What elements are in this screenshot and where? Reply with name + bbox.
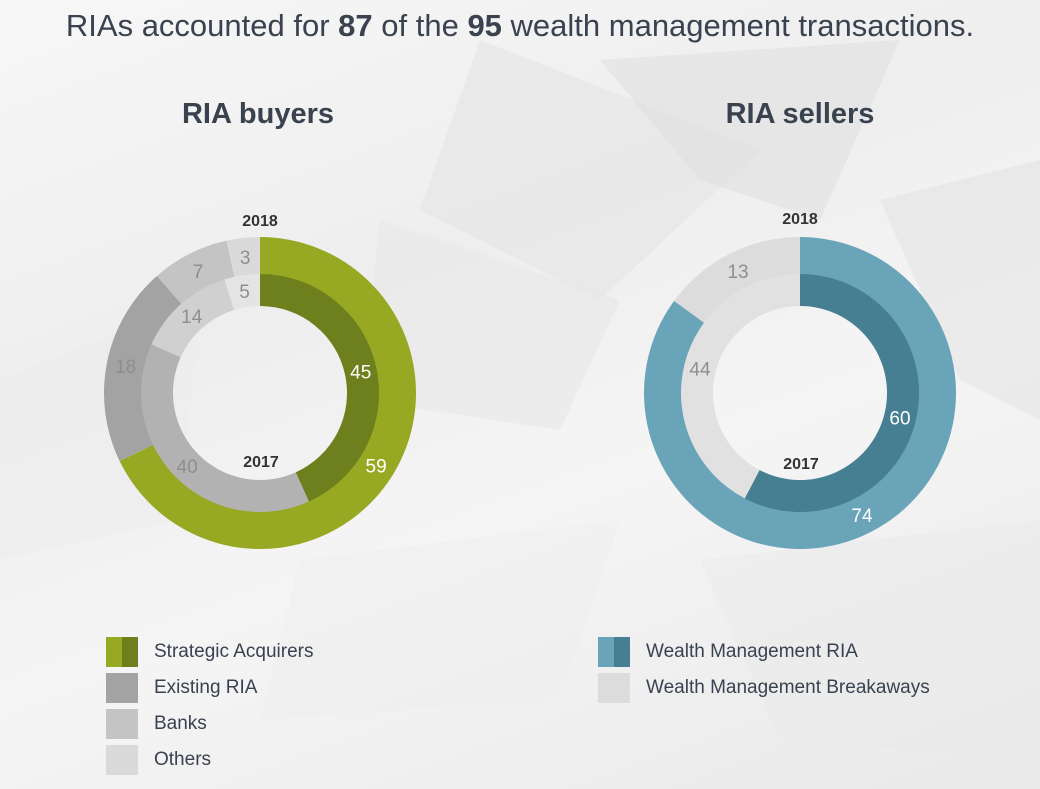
- legend-label: Wealth Management RIA: [646, 641, 858, 662]
- legend-item-sellers-1: Wealth Management Breakaways: [598, 673, 978, 703]
- buyers-2018-value-2: 7: [193, 262, 204, 283]
- buyers-outer-ring-year: 2018: [242, 213, 278, 230]
- chart-title-buyers: RIA buyers: [181, 98, 335, 130]
- sellers-2017-value-0: 60: [889, 409, 910, 430]
- sellers-2018-value-0: 74: [851, 506, 873, 527]
- legend-swatch: [106, 673, 138, 703]
- legend-swatch: [598, 673, 630, 703]
- legend-swatch: [106, 709, 138, 739]
- legend-item-buyers-0: Strategic Acquirers: [106, 637, 486, 667]
- legend-item-buyers-2: Banks: [106, 709, 486, 739]
- sellers-2017-slice-0: [744, 274, 919, 512]
- headline: RIAs accounted for 87 of the 95 wealth m…: [65, 8, 975, 43]
- legend-item-buyers-3: Others: [106, 745, 486, 775]
- buyers-2018-slice-1: [104, 275, 182, 462]
- buyers-2018-value-0: 59: [366, 457, 387, 478]
- buyers-2018-slice-2: [156, 240, 235, 305]
- legend-label: Existing RIA: [154, 677, 258, 698]
- legend-swatch: [598, 637, 630, 667]
- buyers-2017-slice-1: [140, 344, 309, 513]
- headline-count-total: 95: [467, 8, 502, 43]
- legend-label: Strategic Acquirers: [154, 641, 314, 662]
- legend-label: Others: [154, 749, 212, 770]
- buyers-2018-value-3: 3: [240, 248, 251, 269]
- buyers-2017-slice-3: [224, 274, 260, 310]
- legend-label: Wealth Management Breakaways: [646, 677, 930, 698]
- sellers-2018-value-1: 13: [727, 262, 748, 283]
- buyers-2017-value-3: 5: [239, 282, 250, 303]
- sellers-outer-ring-year: 2018: [782, 211, 818, 228]
- sellers-2017-slice-1: [680, 274, 800, 499]
- buyers-2018-slice-3: [226, 237, 260, 278]
- legend-swatch: [106, 637, 138, 667]
- sellers-2017-value-1: 44: [689, 359, 711, 380]
- legend-item-buyers-1: Existing RIA: [106, 673, 486, 703]
- headline-count-ria: 87: [338, 8, 373, 43]
- legend-swatch: [106, 745, 138, 775]
- buyers-inner-ring-year: 2017: [243, 454, 279, 471]
- buyers-2017-slice-0: [260, 274, 380, 502]
- buyers-2017-value-2: 14: [181, 307, 203, 328]
- legend-label: Banks: [154, 713, 207, 734]
- buyers-2017-value-0: 45: [350, 362, 371, 383]
- sellers-inner-ring-year: 2017: [783, 456, 819, 473]
- chart-title-sellers: RIA sellers: [725, 98, 875, 130]
- buyers-2018-value-1: 18: [115, 357, 136, 378]
- sellers-2018-slice-1: [674, 237, 800, 324]
- legend-item-sellers-0: Wealth Management RIA: [598, 637, 978, 667]
- buyers-2017-slice-2: [151, 279, 235, 358]
- buyers-2017-value-1: 40: [177, 457, 198, 478]
